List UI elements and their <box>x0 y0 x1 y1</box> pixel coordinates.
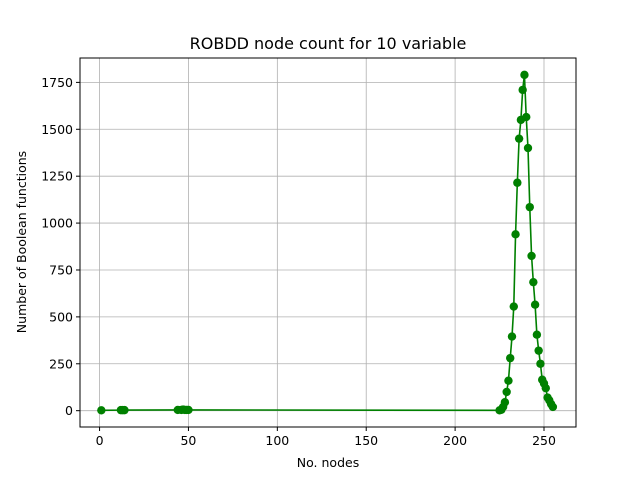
data-point <box>534 346 543 355</box>
data-point <box>523 143 533 153</box>
data-point <box>97 406 106 415</box>
data-point <box>500 398 510 407</box>
y-tick-label: 1500 <box>41 122 73 137</box>
data-point <box>513 178 522 187</box>
x-tick-label: 0 <box>96 433 104 448</box>
data-point <box>520 70 529 80</box>
data-point <box>507 332 517 341</box>
data-point <box>548 402 558 412</box>
x-tick-label: 250 <box>532 433 556 448</box>
data-point <box>509 302 518 311</box>
chart-title: ROBDD node count for 10 variable <box>190 34 467 53</box>
grid <box>80 58 576 427</box>
x-axis-label: No. nodes <box>297 455 359 470</box>
data-point <box>522 112 531 122</box>
data-point <box>518 85 527 95</box>
data-point <box>184 405 193 415</box>
y-axis-ticks: 0 250 500 750 1000 1250 1500 1750 <box>41 75 80 418</box>
y-tick-label: 1000 <box>41 216 73 231</box>
y-tick-label: 500 <box>49 309 73 324</box>
data-point <box>120 405 129 415</box>
data-point <box>525 202 534 212</box>
y-tick-label: 0 <box>65 403 73 418</box>
data-point <box>541 383 550 393</box>
data-point <box>536 359 545 368</box>
y-tick-label: 250 <box>49 356 73 371</box>
x-axis-ticks: 0 50 100 150 200 250 <box>96 427 556 448</box>
data-point <box>504 376 513 385</box>
data-point <box>529 277 538 287</box>
data-point <box>532 330 542 339</box>
data-point <box>506 353 515 363</box>
x-tick-label: 150 <box>354 433 378 448</box>
x-tick-label: 50 <box>180 433 196 448</box>
data-point <box>527 251 536 261</box>
y-tick-label: 1250 <box>41 169 73 184</box>
y-tick-label: 1750 <box>41 75 73 90</box>
data-point <box>511 230 520 239</box>
y-tick-label: 750 <box>49 262 73 277</box>
series-markers <box>97 70 558 415</box>
y-axis-label: Number of Boolean functions <box>14 151 29 333</box>
data-point <box>514 134 524 143</box>
data-point <box>530 300 540 309</box>
data-point <box>502 387 511 397</box>
x-tick-label: 100 <box>265 433 289 448</box>
x-tick-label: 200 <box>443 433 467 448</box>
plot-frame <box>79 57 577 428</box>
